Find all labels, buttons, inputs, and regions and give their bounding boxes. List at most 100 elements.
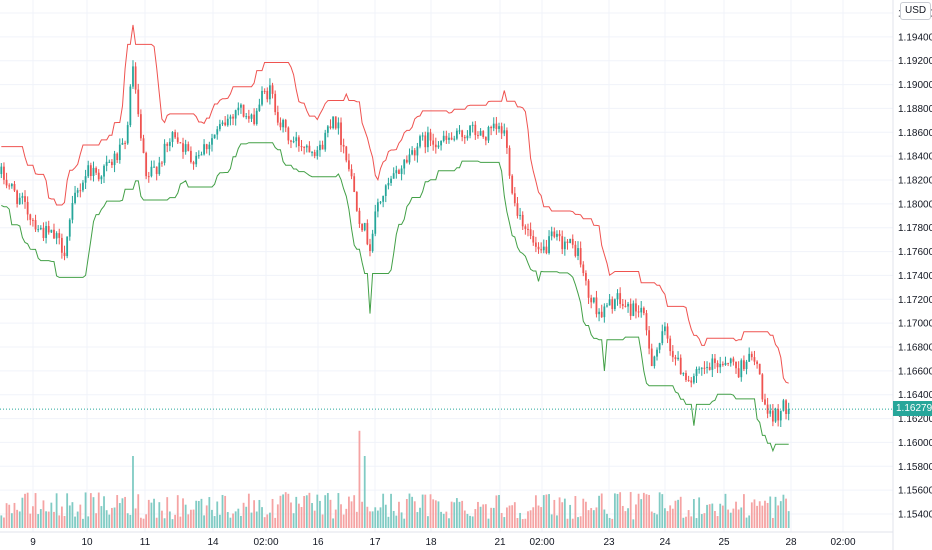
- volume-bar: [455, 498, 458, 528]
- volume-bar: [68, 505, 71, 528]
- volume-bar: [363, 456, 366, 528]
- candle: [216, 129, 219, 135]
- volume-bar: [297, 503, 300, 528]
- candle: [779, 410, 782, 421]
- volume-bar: [45, 511, 47, 528]
- volume-bar: [719, 503, 722, 528]
- volume-bar: [477, 501, 479, 528]
- candle: [563, 241, 566, 250]
- candle: [205, 144, 208, 150]
- volume-bar: [706, 504, 708, 528]
- candle: [334, 116, 337, 129]
- volume-bar: [345, 508, 348, 528]
- candle: [129, 86, 132, 126]
- candle: [329, 126, 332, 129]
- candle: [416, 146, 419, 156]
- volume-bar: [690, 516, 693, 528]
- volume-bar: [168, 511, 171, 528]
- candle: [326, 126, 329, 133]
- candle: [461, 130, 464, 137]
- volume-bar: [192, 509, 195, 528]
- volume-bar: [566, 518, 569, 528]
- volume-bar: [316, 494, 319, 528]
- candle: [484, 137, 487, 141]
- candle: [558, 233, 561, 237]
- candle: [290, 140, 292, 142]
- volume-bar: [176, 495, 179, 528]
- volume-bar: [413, 501, 416, 528]
- volume-bar: [766, 502, 769, 528]
- volume-bar: [221, 494, 224, 528]
- candle: [408, 154, 411, 163]
- volume-bar: [87, 516, 90, 528]
- candle: [511, 175, 514, 194]
- candle: [176, 137, 179, 143]
- candle: [89, 165, 92, 177]
- volume-bar: [208, 497, 211, 528]
- volume-bar: [203, 515, 205, 528]
- volume-bar: [184, 504, 187, 528]
- volume-bar: [66, 493, 69, 528]
- volume-bar: [727, 509, 730, 528]
- candle: [645, 313, 648, 331]
- candle: [735, 361, 737, 369]
- volume-bar: [108, 514, 111, 528]
- volume-bar: [635, 504, 637, 528]
- candle: [661, 331, 664, 344]
- volume-bar: [577, 517, 579, 528]
- y-tick-label: 1.19200: [898, 56, 932, 67]
- volume-bar: [279, 495, 282, 528]
- volume-bar: [403, 518, 406, 528]
- volume-bar: [500, 512, 503, 528]
- candle: [384, 185, 387, 196]
- volume-bar: [313, 510, 316, 528]
- volume-bar: [95, 513, 98, 528]
- volume-bar: [440, 511, 442, 528]
- x-tick-label: 14: [207, 537, 219, 548]
- volume-bar: [71, 502, 74, 528]
- volume-bar: [332, 518, 335, 528]
- volume-bar: [292, 513, 295, 528]
- candle: [187, 144, 190, 151]
- candle: [648, 330, 651, 349]
- volume-bar: [656, 514, 658, 528]
- candle: [358, 210, 361, 224]
- volume-bar: [342, 514, 345, 528]
- candle: [603, 306, 606, 318]
- volume-bar: [253, 500, 256, 528]
- volume-bar: [60, 506, 63, 528]
- candle: [184, 144, 187, 152]
- volume-bar: [582, 498, 585, 528]
- candle: [139, 114, 142, 139]
- candle: [571, 238, 574, 245]
- volume-bar: [10, 513, 13, 528]
- x-axis[interactable]: 9 10 11 14 02:00 16 17 18 21 02:00 23 24 25 28 02:00: [0, 531, 893, 548]
- candle: [284, 119, 287, 128]
- currency-button[interactable]: USD: [900, 2, 932, 20]
- volume-bar: [714, 510, 716, 528]
- volume-bar: [453, 502, 456, 528]
- volume-bar: [211, 509, 213, 528]
- volume-bar: [724, 493, 727, 528]
- volume-bar: [598, 495, 600, 528]
- candle: [53, 229, 55, 239]
- volume-bar: [492, 507, 495, 528]
- volume-bar: [571, 518, 574, 528]
- candle: [113, 153, 116, 166]
- volume-bar: [511, 505, 514, 528]
- volume-bar: [155, 517, 158, 528]
- y-axis[interactable]: 1.15400 1.15600 1.15800 1.16000 1.16200 1.164…: [892, 0, 932, 550]
- candle: [245, 116, 248, 118]
- candle: [150, 166, 153, 177]
- candle: [355, 191, 358, 211]
- candle: [703, 367, 706, 369]
- volume-bar: [729, 512, 732, 528]
- volume-bar: [569, 504, 572, 528]
- volume-bar: [632, 519, 635, 528]
- x-tick-label: 24: [659, 537, 671, 548]
- candle: [34, 220, 37, 230]
- candle: [429, 132, 432, 141]
- volume-bar: [18, 511, 21, 528]
